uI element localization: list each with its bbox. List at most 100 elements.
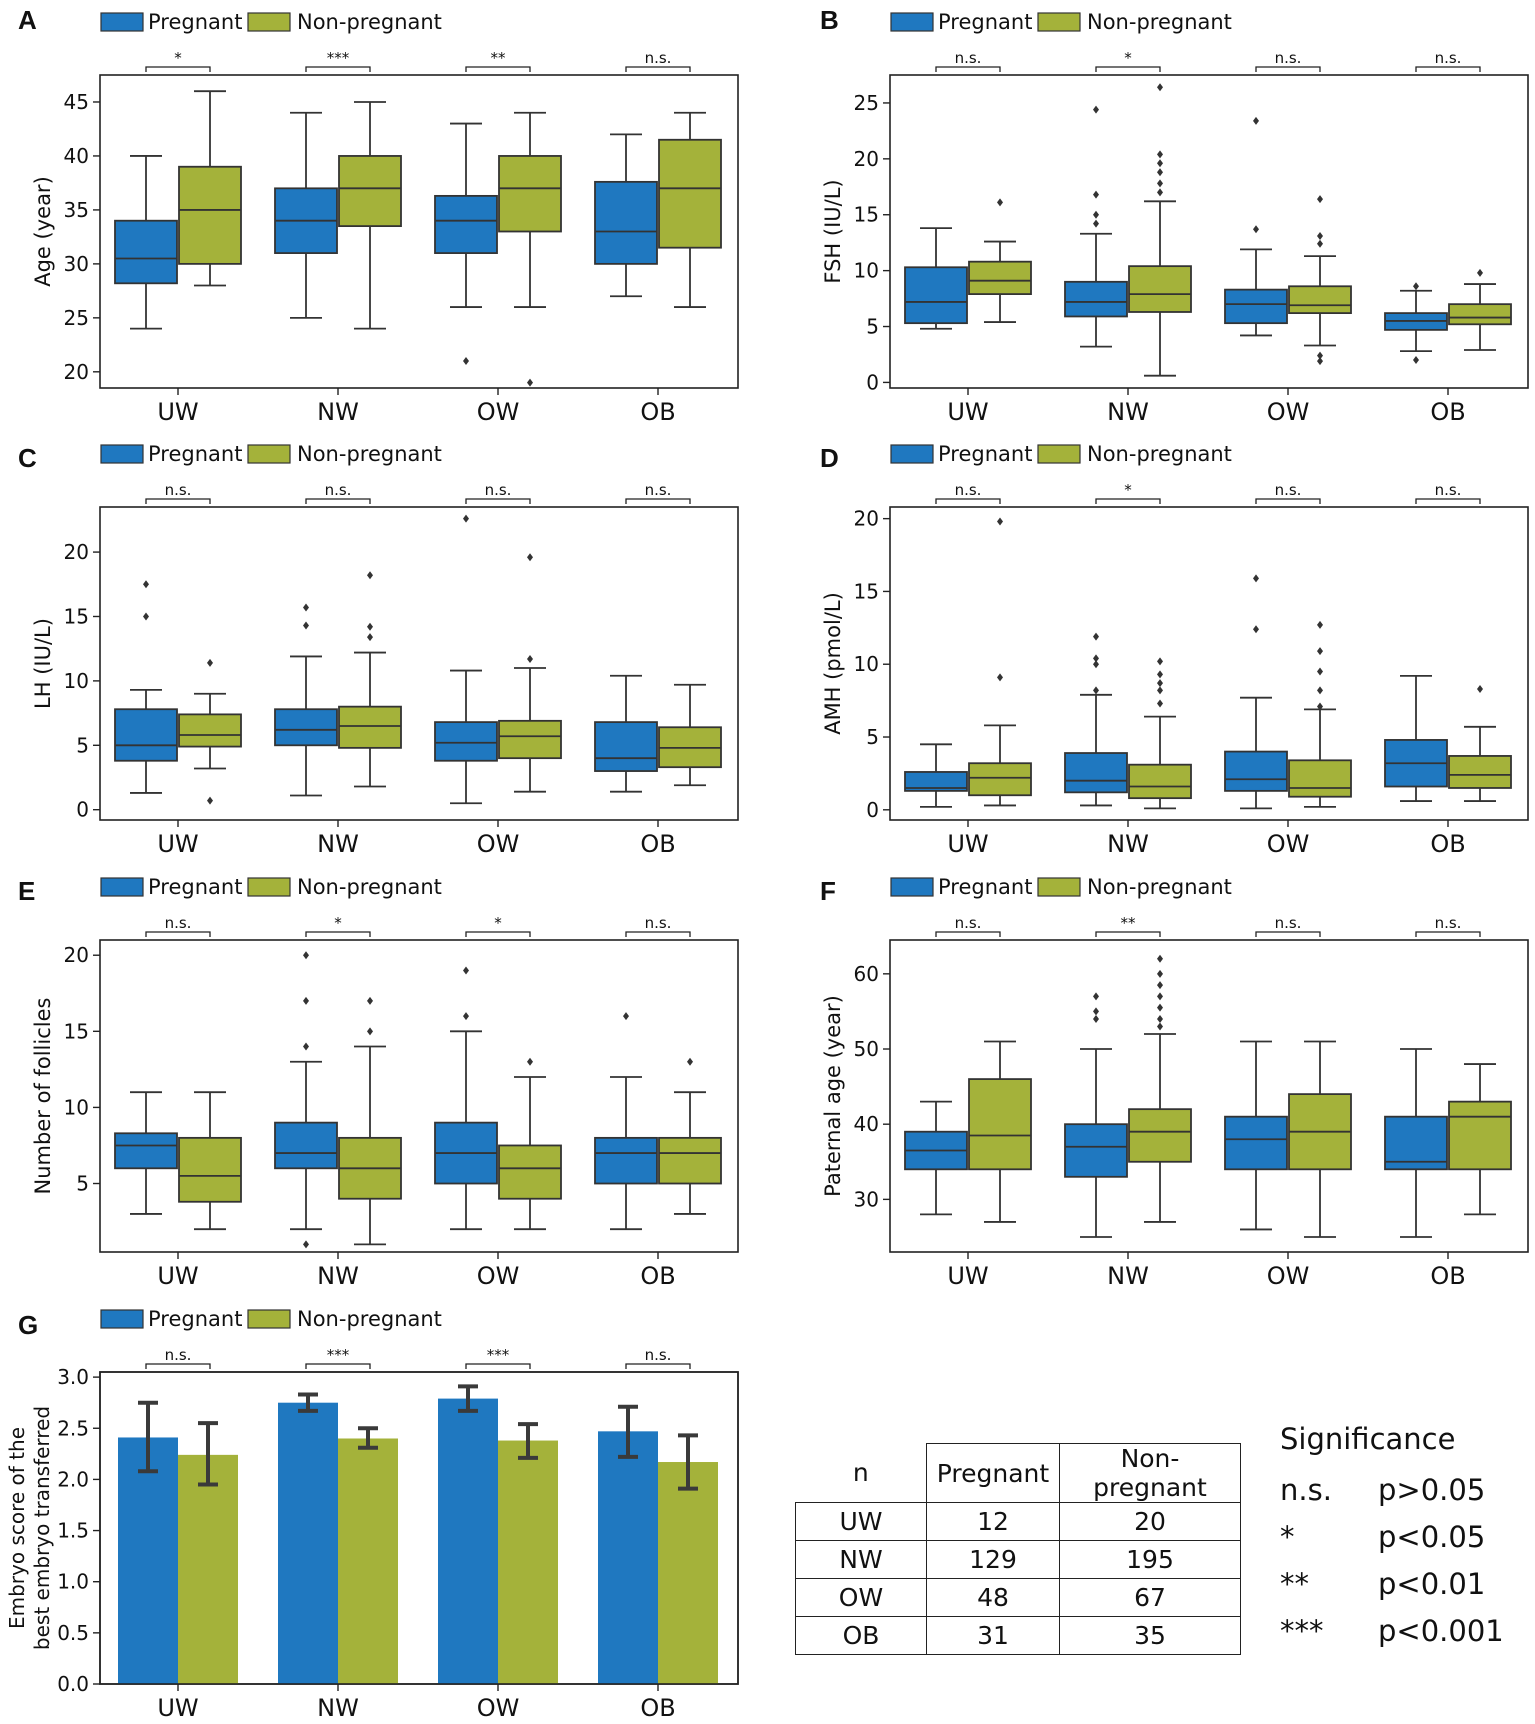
y-axis-label: LH (IU/L) [31, 618, 55, 709]
box [434, 194, 498, 254]
legend-swatch-pregnant [100, 444, 144, 464]
bar [498, 1440, 558, 1684]
y-tick-label: 10 [64, 1095, 89, 1119]
y-tick-label: 50 [854, 1037, 879, 1061]
significance-symbol: ** [1280, 1566, 1309, 1601]
significance-bracket [935, 931, 1001, 937]
x-tick-label: OW [477, 1694, 520, 1722]
plot-frame [99, 506, 739, 821]
significance-label: *** [327, 1346, 350, 1364]
significance-label: n.s. [955, 914, 982, 932]
significance-label: n.s. [165, 1346, 192, 1364]
table-cell: NW [795, 1540, 927, 1579]
outlier-point [367, 571, 373, 580]
y-tick-label: 20 [64, 360, 89, 384]
outlier-point [527, 1057, 533, 1066]
legend-swatch-non-pregnant [1037, 12, 1081, 32]
bar [658, 1462, 718, 1684]
box [904, 266, 968, 325]
outlier-point [367, 996, 373, 1005]
outlier-point [997, 198, 1003, 207]
bar [338, 1438, 398, 1684]
outlier-point [1093, 219, 1099, 228]
y-tick-label: 2.0 [57, 1467, 89, 1491]
outlier-point [1317, 647, 1323, 656]
significance-bracket [465, 931, 531, 937]
significance-label: n.s. [165, 914, 192, 932]
outlier-point [207, 658, 213, 667]
table-row: UW 12 20 [795, 1502, 1241, 1541]
outlier-point [367, 1027, 373, 1036]
legend-label-non-pregnant: Non-pregnant [297, 1307, 442, 1331]
outlier-point [1477, 684, 1483, 693]
outlier-point [207, 796, 213, 805]
box [434, 721, 498, 762]
legend-label-pregnant: Pregnant [148, 442, 242, 466]
legend-label-pregnant: Pregnant [148, 875, 242, 899]
legend-swatch-non-pregnant [247, 877, 291, 897]
legend-label-non-pregnant: Non-pregnant [1087, 10, 1232, 34]
significance-label: n.s. [1275, 914, 1302, 932]
outlier-point [1157, 168, 1163, 177]
box [1288, 759, 1352, 798]
outlier-point [463, 1012, 469, 1021]
x-tick-label: UW [157, 1262, 198, 1290]
x-tick-label: NW [1107, 830, 1149, 858]
table-header-pregnant: Pregnant [926, 1443, 1060, 1503]
box [114, 1132, 178, 1170]
box [594, 180, 658, 265]
significance-symbol: n.s. [1280, 1472, 1332, 1507]
x-tick-label: UW [157, 830, 198, 858]
legend-label-non-pregnant: Non-pregnant [297, 10, 442, 34]
x-tick-label: NW [1107, 1262, 1149, 1290]
legend-label-pregnant: Pregnant [938, 442, 1032, 466]
y-tick-label: 15 [854, 203, 879, 227]
significance-bracket [1095, 498, 1161, 504]
x-tick-label: OB [1430, 830, 1465, 858]
significance-label: * [1124, 49, 1132, 67]
outlier-point [1253, 574, 1259, 583]
outlier-point [997, 517, 1003, 526]
significance-bracket [145, 66, 211, 72]
significance-label: n.s. [1435, 49, 1462, 67]
outlier-point [1157, 188, 1163, 197]
significance-label: n.s. [1435, 914, 1462, 932]
y-tick-label: 10 [64, 669, 89, 693]
outlier-point [1093, 632, 1099, 641]
panel-letter: G [18, 1310, 38, 1340]
y-tick-label: 30 [64, 252, 89, 276]
outlier-point [1317, 702, 1323, 711]
table-cell: 31 [926, 1616, 1060, 1655]
x-tick-label: UW [947, 830, 988, 858]
outlier-point [1317, 351, 1323, 360]
significance-label: ** [491, 49, 507, 67]
legend-swatch-pregnant [100, 12, 144, 32]
x-tick-label: OB [640, 1694, 675, 1722]
significance-key-row: * p<0.05 [1280, 1513, 1504, 1560]
y-tick-label: 5 [76, 733, 89, 757]
y-tick-label: 20 [854, 147, 879, 171]
significance-bracket [625, 931, 691, 937]
significance-label: n.s. [1275, 481, 1302, 499]
y-tick-label: 15 [854, 579, 879, 603]
significance-label: * [1124, 481, 1132, 499]
significance-label: *** [487, 1346, 510, 1364]
box [1448, 755, 1512, 789]
x-tick-label: OB [1430, 1262, 1465, 1290]
outlier-point [1157, 150, 1163, 159]
significance-label: n.s. [645, 481, 672, 499]
box [274, 1121, 338, 1170]
y-tick-label: 5 [866, 315, 879, 339]
significance-label: n.s. [1435, 481, 1462, 499]
table-row: OB 31 35 [795, 1616, 1241, 1655]
box [1224, 1115, 1288, 1171]
outlier-point [303, 951, 309, 960]
y-tick-label: 1.0 [57, 1570, 89, 1594]
table-cell: 129 [926, 1540, 1060, 1579]
y-tick-label: 35 [64, 198, 89, 222]
box [1128, 265, 1192, 313]
outlier-point [1157, 1022, 1163, 1031]
outlier-point [1317, 239, 1323, 248]
legend-label-non-pregnant: Non-pregnant [297, 442, 442, 466]
significance-label: ** [1121, 914, 1137, 932]
